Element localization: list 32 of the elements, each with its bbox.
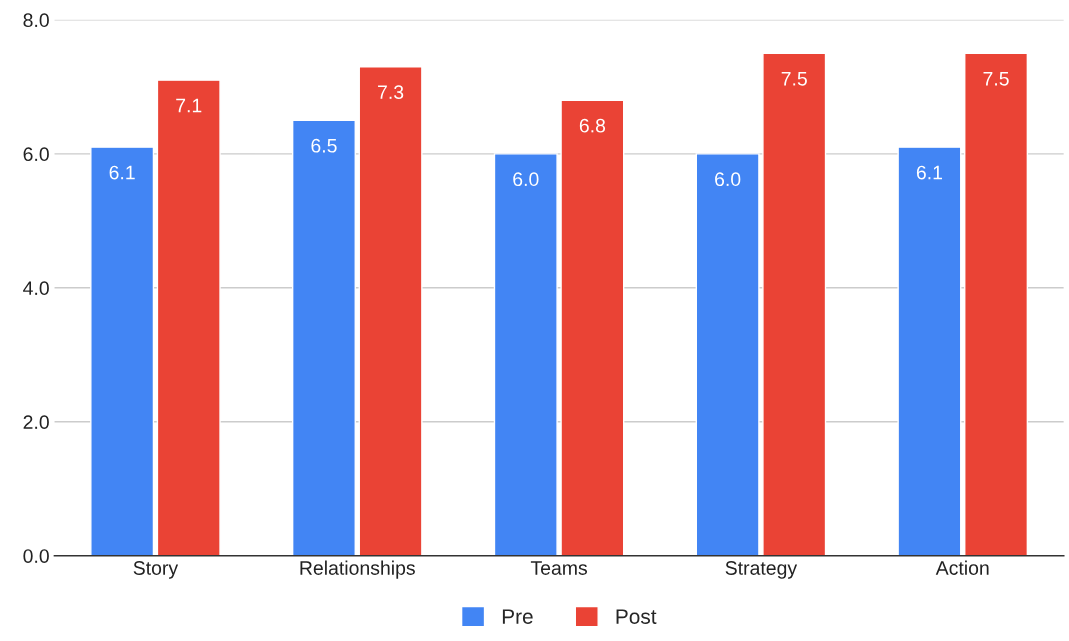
x-tick-label: Action	[935, 560, 989, 575]
bar	[560, 99, 625, 556]
y-tick-label: 8.0	[23, 13, 49, 28]
bar	[156, 79, 221, 556]
bar	[90, 146, 155, 556]
x-tick-label: Story	[133, 561, 179, 579]
bar	[695, 153, 760, 556]
y-tick-label: 4.0	[23, 281, 49, 296]
bar	[897, 146, 962, 556]
x-tick-label: Strategy	[725, 561, 798, 579]
data-label: 6.0	[715, 172, 741, 187]
data-label: 7.5	[781, 72, 807, 86]
data-label: 6.8	[579, 118, 606, 133]
legend-label: Pre	[502, 609, 533, 624]
data-label: 7.1	[176, 98, 202, 113]
data-label: 6.0	[513, 172, 539, 187]
y-tick-label: 6.0	[23, 147, 49, 162]
bar	[493, 153, 558, 556]
data-label: 6.5	[311, 138, 337, 153]
y-tick-label: 2.0	[23, 415, 49, 430]
bar	[964, 52, 1029, 556]
bar	[358, 66, 423, 556]
data-label: 6.1	[916, 165, 943, 180]
data-label: 7.3	[378, 85, 404, 100]
x-tick-label: Relationships	[300, 560, 415, 579]
data-label: 7.5	[983, 72, 1009, 86]
data-label: 6.1	[109, 165, 135, 180]
bar	[762, 52, 827, 556]
y-tick-label: 0.0	[23, 549, 49, 563]
x-tick-label: Teams	[530, 561, 588, 575]
legend-label: Post	[616, 609, 657, 624]
bar	[291, 119, 356, 556]
